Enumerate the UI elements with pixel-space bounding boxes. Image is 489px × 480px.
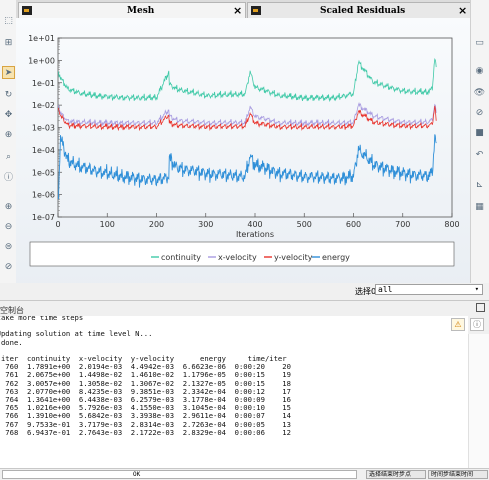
right-toolbar: ▭ ◉ 👁 ⊘ ■ ↶ ⊾ ▦	[470, 0, 489, 290]
console-title: 空制台	[0, 306, 24, 315]
zoom-fit-icon[interactable]: ⊜	[4, 241, 13, 252]
zoom-out-icon[interactable]: ⊖	[4, 221, 13, 232]
plot-frame	[57, 37, 453, 218]
selection-label: 选择0	[355, 287, 377, 296]
x-tick-label: 0	[55, 220, 60, 229]
x-tick-label: 300	[198, 220, 213, 229]
hide-icon[interactable]: ⊘	[475, 107, 484, 118]
console-text: take more time steps Updating solution a…	[0, 316, 291, 437]
pointer-icon[interactable]: ➤	[2, 66, 15, 79]
legend-label-y-velocity: y-velocity	[274, 253, 313, 262]
y-tick-label: 1e-06	[32, 191, 55, 200]
zoom-reset-icon[interactable]: ⊘	[4, 261, 13, 272]
y-tick-label: 1e+01	[28, 34, 55, 43]
close-icon[interactable]: ×	[233, 4, 243, 17]
tab-mesh[interactable]: Mesh ×	[18, 2, 246, 18]
y-tick-label: 1e-02	[32, 101, 55, 110]
selection-dropdown[interactable]: all ▾	[375, 284, 483, 295]
view-icon[interactable]: ◉	[475, 65, 484, 76]
close-icon[interactable]: ×	[458, 4, 468, 17]
ruler-icon[interactable]: ▦	[475, 201, 484, 212]
tab-icon	[251, 6, 261, 15]
x-tick-label: 600	[346, 220, 361, 229]
tab-mesh-label: Mesh	[127, 6, 155, 16]
selection-bar: 选择0 all ▾	[0, 283, 489, 297]
console-scrollbar[interactable]	[468, 334, 489, 468]
zoom-box-icon[interactable]: ⊕	[4, 129, 13, 140]
pan-icon[interactable]: ✥	[4, 109, 13, 120]
zoom-in-icon[interactable]: ⊕	[4, 201, 13, 212]
timestep-end-time-button[interactable]: 时间步结束时间	[428, 470, 488, 479]
legend-label-x-velocity: x-velocity	[218, 253, 257, 262]
x-tick-label: 200	[149, 220, 164, 229]
x-tick-label: 700	[395, 220, 410, 229]
y-tick-label: 1e-05	[32, 168, 55, 177]
x-tick-label: 400	[247, 220, 262, 229]
console-header: 空制台	[0, 300, 489, 317]
color-icon[interactable]: ■	[475, 127, 484, 138]
y-tick-label: 1e-03	[32, 124, 55, 133]
series-line-y-velocity	[58, 105, 437, 132]
console-output[interactable]: take more time steps Updating solution a…	[0, 316, 468, 468]
tab-icon	[22, 6, 32, 15]
series-line-continuity	[58, 58, 437, 103]
fit-icon[interactable]: ⊞	[4, 37, 13, 48]
legend-label-energy: energy	[322, 253, 350, 262]
box-icon[interactable]: ⬚	[4, 15, 13, 26]
y-tick-label: 1e-04	[32, 146, 55, 155]
magnify-icon[interactable]: ⌕	[5, 151, 12, 162]
legend-box	[29, 241, 455, 267]
maximize-icon[interactable]	[476, 303, 485, 312]
selection-value: all	[378, 285, 393, 294]
series-line-x-velocity	[58, 101, 437, 127]
probe-icon[interactable]: ⓘ	[3, 173, 13, 183]
x-tick-label: 100	[100, 220, 115, 229]
x-tick-label: 800	[444, 220, 459, 229]
rotate-icon[interactable]: ↻	[4, 89, 13, 100]
undo-icon[interactable]: ↶	[475, 149, 484, 160]
command-input[interactable]: OK	[2, 470, 357, 479]
y-tick-label: 1e-01	[32, 79, 55, 88]
info-icon[interactable]: ⓘ	[470, 318, 484, 331]
y-tick-label: 1e-07	[32, 213, 55, 222]
left-toolbar: ⬚ ⊞ ➤ ↻ ✥ ⊕ ⌕ ⓘ ⊕ ⊖ ⊜ ⊘	[0, 0, 17, 290]
eye-icon[interactable]: 👁	[473, 87, 486, 98]
legend-label-continuity: continuity	[161, 253, 201, 262]
tab-bar: Mesh × Scaled Residuals ×	[16, 0, 471, 18]
residuals-plot[interactable]: 1e-07 1e-06 1e-05 1e-04 1e-03 1e-02 1e-01 1e+00…	[16, 18, 471, 290]
tab-scaled-residuals-label: Scaled Residuals	[320, 6, 406, 16]
select-end-step-button[interactable]: 选择结束时步点	[366, 470, 426, 479]
chevron-down-icon: ▾	[474, 285, 479, 293]
axes-icon[interactable]: ⊾	[475, 179, 484, 190]
series-line-energy	[58, 134, 437, 200]
warning-icon[interactable]: ⚠	[451, 318, 465, 331]
residuals-chart: 1e-07 1e-06 1e-05 1e-04 1e-03 1e-02 1e-01 1e+00…	[28, 34, 460, 267]
window-icon[interactable]: ▭	[475, 37, 484, 48]
y-tick-label: 1e+00	[28, 56, 55, 65]
tab-scaled-residuals[interactable]: Scaled Residuals ×	[247, 2, 471, 18]
x-tick-label: 500	[297, 220, 312, 229]
x-axis-label: Iterations	[236, 230, 274, 239]
command-bar: OK 选择结束时步点 时间步结束时间	[0, 468, 489, 480]
